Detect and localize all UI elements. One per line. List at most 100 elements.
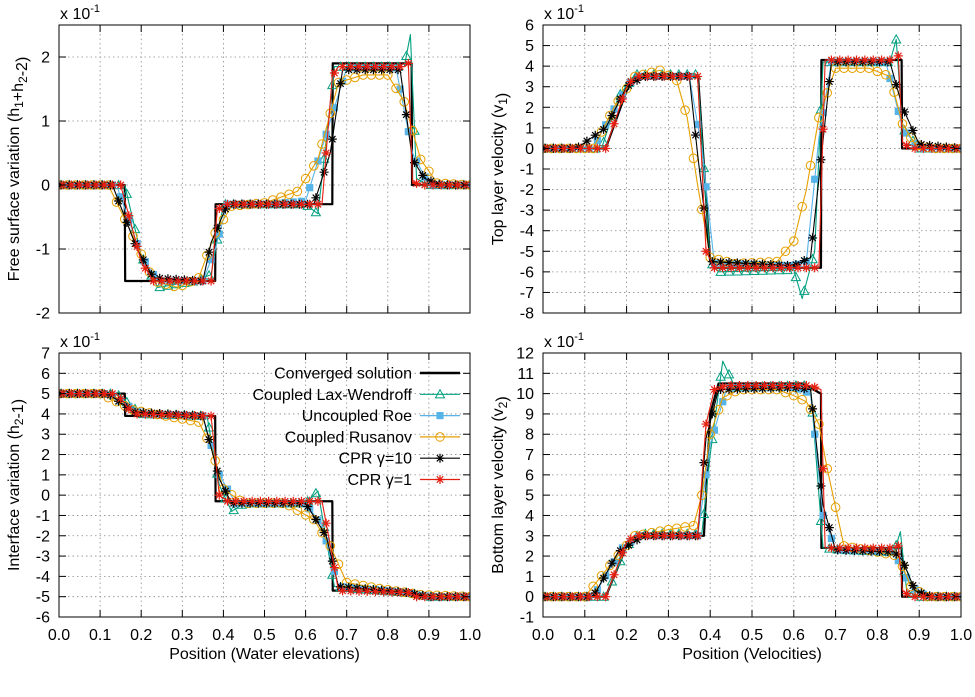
y-tick-label: -5	[520, 244, 534, 261]
series-coupled-lax-wendroff-point	[121, 188, 133, 198]
series-group	[543, 33, 961, 300]
series-uncoupled-roe-point	[827, 534, 836, 543]
legend-label: Coupled Rusanov	[285, 429, 412, 446]
series-cpr-1-point	[760, 380, 770, 390]
series-uncoupled-roe-point	[610, 105, 618, 113]
series-cpr-1-point	[83, 180, 93, 190]
series-cpr-1-point	[709, 263, 719, 273]
series-coupled-lax-wendroff-point	[614, 555, 626, 566]
series-cpr-1-point	[387, 587, 397, 597]
series-cpr-1-point	[428, 180, 438, 190]
y-tick-label: -4	[36, 569, 50, 586]
series-cpr-1-point	[818, 464, 828, 474]
series-cpr-10-point	[179, 275, 189, 285]
y-tick-label: -2	[36, 528, 50, 545]
series-cpr-1-point	[701, 246, 711, 256]
series-coupled-rusanov-point	[284, 189, 294, 200]
x-tick-label: 1.0	[459, 627, 481, 644]
series-cpr-1-point	[868, 55, 878, 65]
series-cpr-1-point	[231, 199, 241, 209]
series-cpr-1-point	[659, 71, 669, 81]
series-cpr-10-point	[808, 233, 818, 243]
series-cpr-1-point	[173, 276, 183, 286]
legend-label: Coupled Lax-Wendroff	[252, 387, 412, 404]
series-uncoupled-roe-point	[719, 398, 727, 406]
y-tick-label: 1	[41, 114, 50, 131]
series-uncoupled-roe-point	[314, 157, 322, 165]
series-cpr-1-point	[280, 496, 290, 506]
series-cpr-1-point	[843, 543, 853, 553]
series-cpr-10-point	[707, 257, 717, 267]
series-cpr-1-point	[395, 62, 405, 72]
series-coupled-rusanov-point	[383, 70, 393, 80]
series-cpr-10-point	[891, 549, 901, 559]
x-tick-label: 0.4	[699, 627, 721, 644]
y-tick-label: 2	[41, 447, 50, 464]
series-cpr-1-point	[893, 541, 903, 551]
series-cpr-1-point	[231, 496, 241, 506]
series-cpr-1-point	[329, 68, 339, 78]
series-coupled-rusanov-point	[914, 586, 925, 597]
y-tick-label: -7	[520, 285, 534, 302]
series-cpr-1-point	[760, 263, 770, 273]
series-cpr-1-point	[149, 276, 159, 286]
series-cpr-1-point	[718, 263, 728, 273]
series-cpr-10-point	[590, 130, 600, 140]
y-tick-label: -8	[520, 306, 534, 323]
series-cpr-1-point	[66, 389, 76, 399]
series-coupled-lax-wendroff-point	[715, 371, 726, 381]
y-tick-label: -1	[36, 242, 50, 259]
series-cpr-10-point	[799, 384, 809, 394]
series-cpr-10-point	[691, 130, 701, 140]
series-cpr-1-point	[132, 409, 142, 419]
series-uncoupled-roe-point	[903, 574, 911, 582]
y-tick-label: 3	[41, 427, 50, 444]
series-cpr-1-point	[173, 410, 183, 420]
series-cpr-10-point	[716, 257, 726, 267]
axis-scale-exponent: -1	[574, 331, 584, 343]
series-cpr-1-point	[116, 394, 126, 404]
series-uncoupled-roe-point	[802, 388, 810, 396]
y-label-text: Bottom layer velocity (v	[490, 408, 507, 573]
series-cpr-10-point	[732, 384, 742, 394]
series-cpr-10-point	[858, 546, 868, 556]
series-uncoupled-roe-point	[322, 130, 330, 138]
series-cpr-1-point	[634, 71, 644, 81]
series-cpr-1-point	[305, 496, 315, 506]
y-tick-label: 11	[517, 366, 534, 383]
series-cpr-1-point	[768, 380, 778, 390]
series-cpr-1-point	[918, 143, 928, 153]
series-cpr-1-point	[296, 199, 306, 209]
series-cpr-1-point	[107, 180, 117, 190]
series-cpr-10-point	[632, 75, 642, 85]
series-coupled-rusanov-point	[897, 118, 908, 129]
series-cpr-1-point	[379, 587, 389, 597]
x-tick-label: 0.6	[783, 627, 805, 644]
series-cpr-1-point	[592, 143, 602, 153]
series-coupled-rusanov-point	[906, 581, 916, 592]
series-cpr-10-point	[368, 65, 378, 75]
chart-interface: -6 -5 -4 -3 -2 -1 0 1 2 3 4 5 6 7 0.0 0.1 0.2 0.3 0.4 0.5 0.…	[6, 331, 481, 663]
series-cpr-1-point	[935, 143, 945, 153]
y-tick-label: -3	[36, 549, 50, 566]
series-cpr-1-point	[124, 211, 134, 221]
series-cpr-1-point	[428, 592, 438, 602]
series-cpr-1-point	[559, 592, 569, 602]
y-tick-label: -1	[520, 162, 534, 179]
legend-label: Converged solution	[274, 366, 412, 383]
series-cpr-1-point	[99, 180, 109, 190]
series-coupled-lax-wendroff-point	[310, 487, 322, 498]
series-uncoupled-roe-point	[903, 129, 911, 137]
series-cpr-1-point	[902, 140, 912, 150]
series-cpr-1-point	[165, 276, 175, 286]
series-cpr-10-point	[220, 486, 230, 496]
series-cpr-10-point	[582, 136, 592, 146]
y-tick-label: 7	[525, 447, 534, 464]
series-uncoupled-roe-point	[811, 175, 819, 183]
series-cpr-1-point	[659, 531, 669, 541]
series-coupled-rusanov-point	[300, 510, 311, 520]
series-coupled-rusanov-point	[780, 246, 791, 257]
series-cpr-1-point	[684, 531, 694, 541]
series-cpr-1-point	[567, 592, 577, 602]
